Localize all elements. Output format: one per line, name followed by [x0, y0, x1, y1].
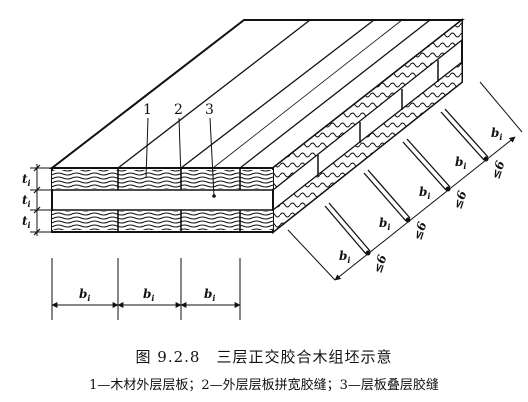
- side-width-label-2: bi: [379, 216, 390, 232]
- gap-label-4: ≤6: [489, 158, 508, 180]
- clt-layup-diagram: 1 2 3 ti ti ti bi bi bi: [22, 17, 523, 320]
- width-label-3: bi: [204, 287, 215, 303]
- callout-3-label: 3: [205, 102, 214, 118]
- callout-leaders: [145, 117, 216, 198]
- width-label-2: bi: [143, 287, 154, 303]
- figure-caption-legend: 1—木材外层层板；2—外层层板拼宽胶缝；3—层板叠层胶缝: [89, 378, 439, 393]
- gap-label-1: ≤6: [371, 252, 390, 274]
- figure-caption-title: 图 9.2.8 三层正交胶合木组坯示意: [135, 348, 393, 366]
- gap-label-2: ≤6: [411, 219, 430, 241]
- side-width-label-1: bi: [339, 249, 350, 265]
- side-width-label-3: bi: [419, 185, 430, 201]
- thickness-dimension: [30, 164, 52, 236]
- gap-label-3: ≤6: [451, 188, 470, 210]
- panel-front-face: [51, 167, 274, 233]
- width-dimension: [51, 258, 241, 320]
- side-dimension: [287, 81, 523, 281]
- thickness-label-3: ti: [22, 214, 31, 230]
- thickness-label-2: ti: [22, 193, 31, 209]
- callout-2-label: 2: [174, 102, 183, 118]
- side-width-label-4: bi: [455, 155, 466, 171]
- callout-1-label: 1: [143, 102, 152, 118]
- thickness-label-1: ti: [22, 172, 31, 188]
- side-width-label-5: bi: [491, 126, 502, 142]
- width-label-1: bi: [79, 287, 90, 303]
